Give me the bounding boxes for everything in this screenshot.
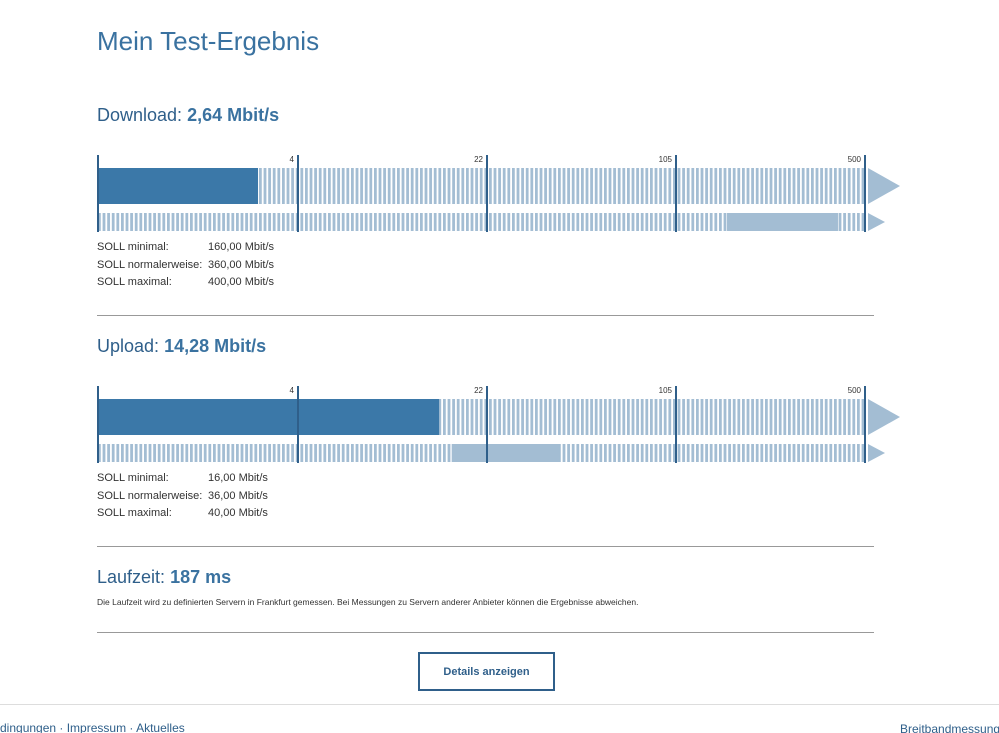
- soll-label: SOLL maximal:: [97, 276, 172, 288]
- label: Upload:: [97, 336, 160, 356]
- measured-bar: [98, 168, 259, 204]
- label: Laufzeit:: [97, 567, 166, 587]
- soll-label: SOLL minimal:: [97, 241, 169, 253]
- measured-bar: [98, 399, 440, 435]
- arrow: [868, 213, 885, 231]
- page-title: Mein Test-Ergebnis: [97, 26, 320, 56]
- scale-label: 4: [290, 386, 295, 395]
- laufzeit-note: Die Laufzeit wird zu definierten Servern…: [97, 597, 639, 607]
- soll-range: [451, 444, 560, 462]
- value: 2,64 Mbit/s: [187, 105, 280, 125]
- scale-label: 22: [474, 386, 483, 395]
- soll-range: [727, 213, 838, 231]
- soll-label: SOLL normalerweise:: [97, 258, 203, 271]
- value: 187 ms: [170, 567, 232, 587]
- scale-label: 500: [848, 386, 862, 395]
- soll-label: SOLL maximal:: [97, 507, 172, 519]
- arrow: [868, 399, 900, 435]
- soll-label: SOLL normalerweise:: [97, 489, 203, 502]
- footer-links[interactable]: dingungen · Impressum · Aktuelles: [0, 721, 185, 733]
- upload-heading: Upload: 14,28 Mbit/s: [97, 336, 266, 357]
- scale-label: 105: [659, 386, 673, 395]
- soll-value: 400,00 Mbit/s: [208, 276, 275, 288]
- label: Download:: [97, 105, 183, 125]
- soll-label: SOLL minimal:: [97, 472, 169, 484]
- track: [98, 213, 865, 231]
- footer-right[interactable]: Breitbandmessung t: [900, 722, 999, 733]
- arrow: [868, 168, 900, 204]
- soll-value: 160,00 Mbit/s: [208, 241, 275, 253]
- scale-label: 500: [848, 155, 862, 164]
- laufzeit-heading: Laufzeit: 187 ms: [97, 567, 231, 588]
- divider: [97, 632, 874, 633]
- divider: [97, 546, 874, 547]
- gauge-svg: 4 22 105 500: [97, 155, 900, 232]
- arrow: [868, 444, 885, 462]
- details-button[interactable]: Details anzeigen: [418, 652, 555, 691]
- value: 14,28 Mbit/s: [164, 336, 267, 356]
- soll-value: 36,00 Mbit/s: [208, 489, 268, 502]
- gauge-svg: 4 22 105 500: [97, 386, 900, 463]
- download-heading: Download: 2,64 Mbit/s: [97, 105, 279, 126]
- scale-label: 22: [474, 155, 483, 164]
- footer-divider: [0, 704, 999, 705]
- scale-label: 4: [290, 155, 295, 164]
- soll-value: 40,00 Mbit/s: [208, 507, 268, 519]
- soll-value: 360,00 Mbit/s: [208, 258, 275, 271]
- divider: [97, 315, 874, 316]
- soll-value: 16,00 Mbit/s: [208, 472, 268, 484]
- scale-label: 105: [659, 155, 673, 164]
